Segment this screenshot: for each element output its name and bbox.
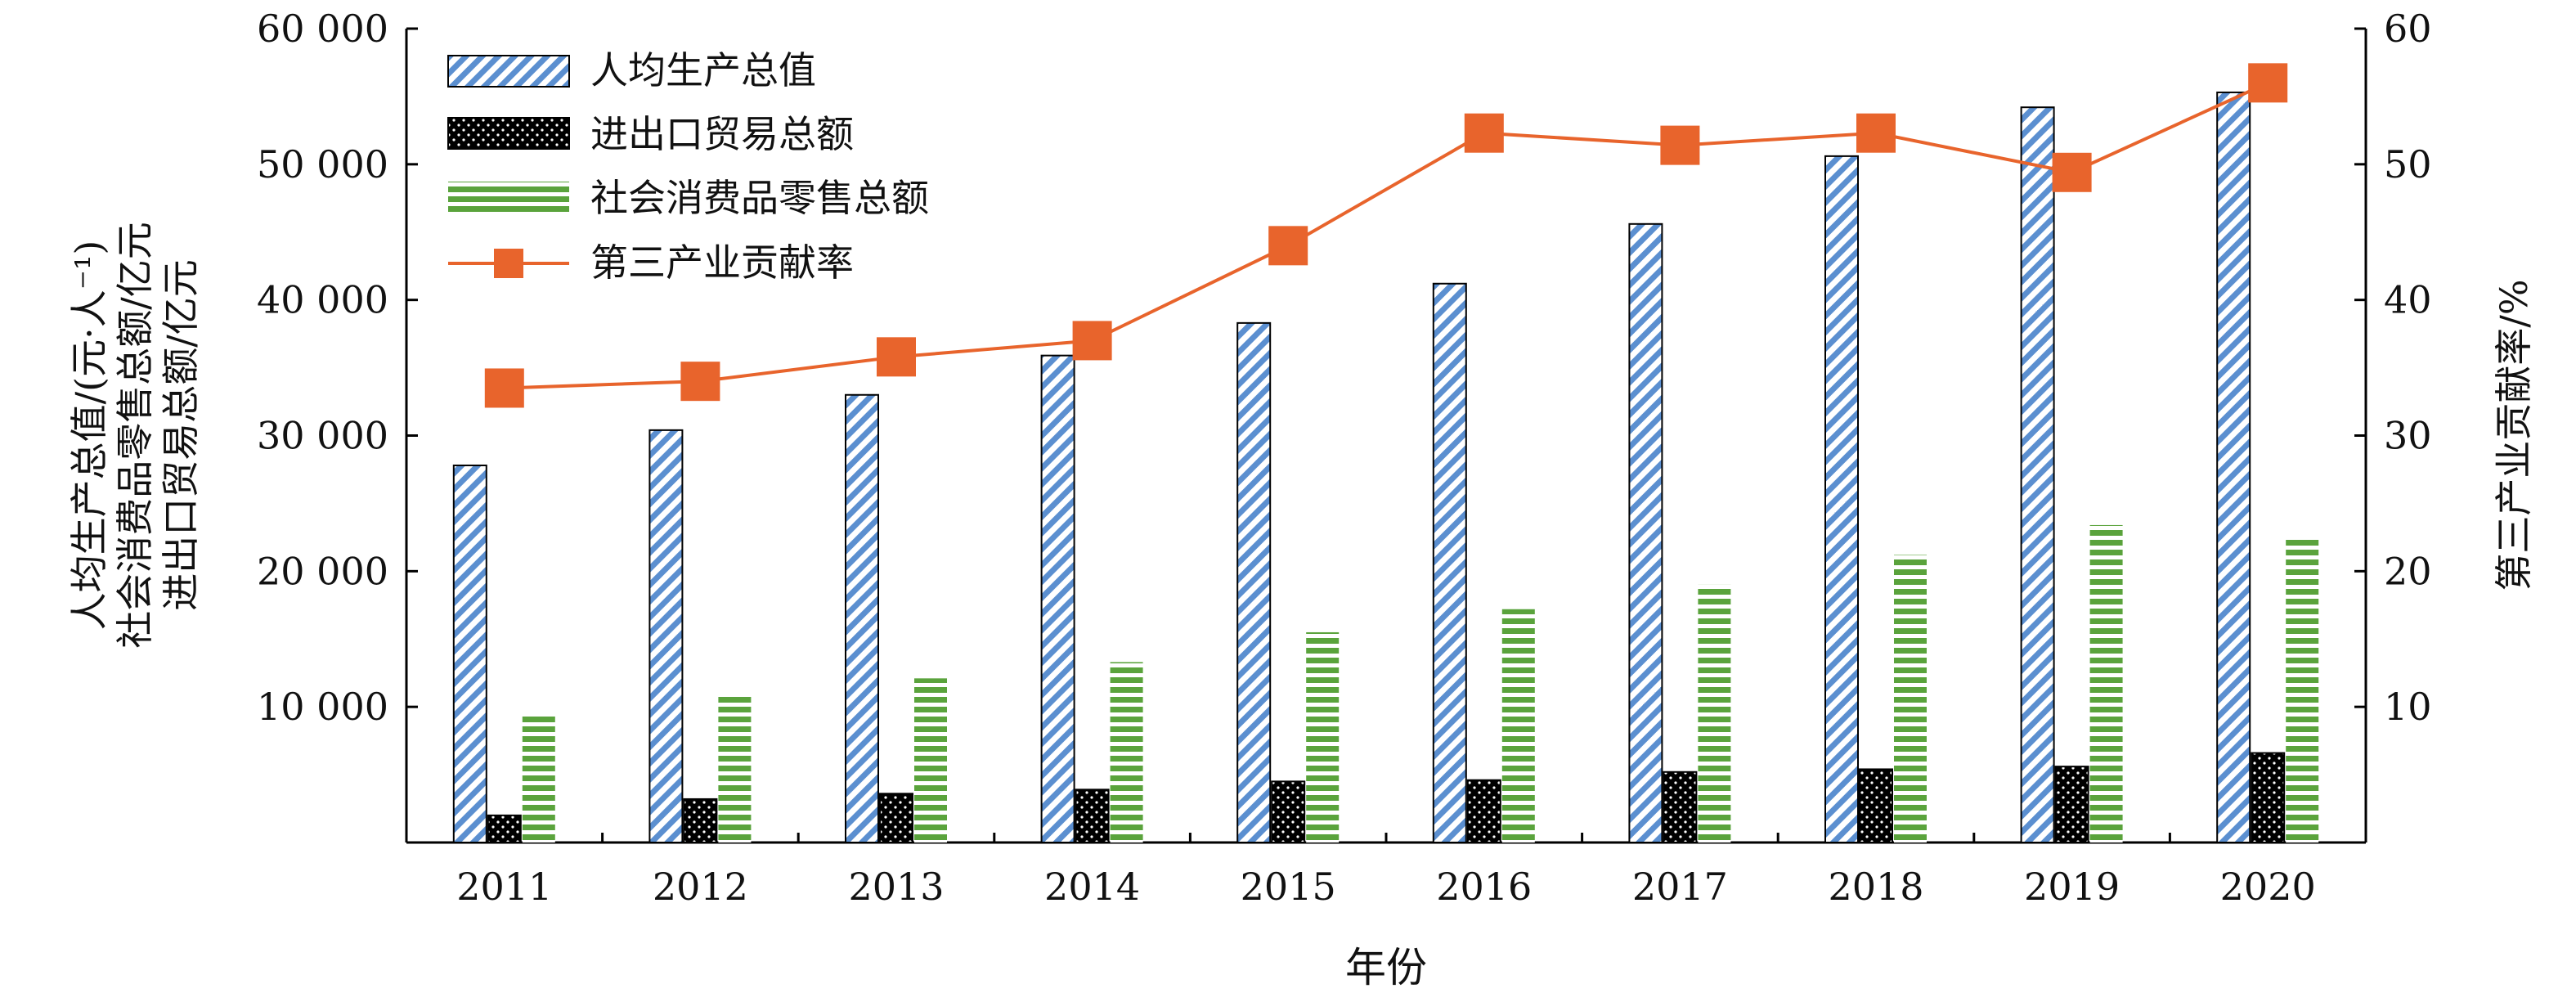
point-tertiary-contribution <box>680 362 720 402</box>
legend: 人均生产总值 进出口贸易总额 社会消费品零售总额 第三产业贡献率 <box>447 48 929 285</box>
legend-item-trade-total: 进出口贸易总额 <box>447 112 854 156</box>
right-axis-title: 第三产业贡献率/% <box>2492 279 2536 591</box>
x-tick-label: 2013 <box>848 865 944 909</box>
bar-gdp-per-capita <box>1432 282 1467 843</box>
bar-trade-total <box>487 814 522 843</box>
bar-retail-total <box>522 715 555 842</box>
left-axis-title-line-3: 进出口贸易总额/亿元 <box>159 259 203 611</box>
bar-gdp-per-capita <box>452 464 487 843</box>
legend-item-tertiary-contribution: 第三产业贡献率 <box>448 240 854 285</box>
x-tick-label: 2017 <box>1632 865 1728 909</box>
point-tertiary-contribution <box>877 337 916 377</box>
legend-label-tertiary-contribution: 第三产业贡献率 <box>590 240 854 285</box>
bar-trade-total <box>1075 789 1110 844</box>
bar-trade-total <box>1271 780 1306 843</box>
x-tick-label: 2014 <box>1044 865 1140 909</box>
right-tick-label: 30 <box>2384 414 2432 458</box>
bar-gdp-per-capita <box>1628 222 1663 843</box>
point-tertiary-contribution <box>2052 152 2092 192</box>
legend-label-trade-total: 进出口贸易总额 <box>590 112 854 156</box>
point-tertiary-contribution <box>2248 63 2288 103</box>
right-tick-label: 60 <box>2384 7 2432 51</box>
legend-label-retail-total: 社会消费品零售总额 <box>590 176 929 220</box>
x-tick-label: 2011 <box>456 865 552 909</box>
bar-trade-total <box>879 793 913 843</box>
bar-gdp-per-capita <box>845 393 879 843</box>
legend-marker-tertiary-contribution <box>494 249 523 278</box>
legend-label-gdp-per-capita: 人均生产总值 <box>590 48 816 92</box>
point-tertiary-contribution <box>1660 125 1700 165</box>
legend-item-retail-total: 社会消费品零售总额 <box>448 176 929 220</box>
legend-swatch-trade-total <box>447 117 570 150</box>
bar-gdp-per-capita <box>648 429 684 843</box>
legend-swatch-gdp-per-capita <box>447 55 570 88</box>
left-axis-title-line-1: 人均生产总值/(元·人⁻¹) <box>67 240 111 631</box>
x-tick-label: 2019 <box>2024 865 2120 909</box>
bar-retail-total <box>1501 609 1535 842</box>
line-tertiary-contribution <box>504 81 2269 390</box>
bar-gdp-per-capita <box>2020 106 2055 843</box>
left-tick-label: 50 000 <box>257 142 388 186</box>
point-tertiary-contribution <box>1268 226 1308 266</box>
left-tick-label: 30 000 <box>257 414 388 458</box>
legend-swatch-retail-total <box>448 182 569 213</box>
left-tick-label: 60 000 <box>257 7 388 51</box>
bar-retail-total <box>1306 631 1340 842</box>
bar-gdp-per-capita <box>2216 91 2251 844</box>
bar-retail-total <box>718 695 752 842</box>
legend-item-gdp-per-capita: 人均生产总值 <box>447 48 816 92</box>
bar-trade-total <box>2251 752 2286 843</box>
left-tick-label: 40 000 <box>257 278 388 322</box>
bars-layer <box>452 91 2319 844</box>
bar-gdp-per-capita <box>1824 155 1859 843</box>
bar-trade-total <box>1859 768 1893 844</box>
x-tick-label: 2015 <box>1241 865 1336 909</box>
line-layer <box>484 63 2288 408</box>
bar-retail-total <box>2089 524 2123 842</box>
right-tick-label: 40 <box>2384 278 2432 322</box>
x-tick-label: 2012 <box>653 865 748 909</box>
bar-retail-total <box>1698 584 1731 842</box>
point-tertiary-contribution <box>1072 321 1112 361</box>
bar-trade-total <box>2054 766 2089 844</box>
x-tick-label: 2020 <box>2220 865 2316 909</box>
point-tertiary-contribution <box>484 368 524 408</box>
point-tertiary-contribution <box>1464 113 1504 153</box>
right-tick-label: 20 <box>2384 549 2432 593</box>
right-tick-label: 50 <box>2384 142 2432 186</box>
point-tertiary-contribution <box>1856 113 1896 153</box>
bar-trade-total <box>683 798 718 844</box>
bar-retail-total <box>914 678 947 842</box>
bar-retail-total <box>1894 555 1927 842</box>
left-tick-label: 20 000 <box>257 549 388 593</box>
left-axis-ticks: 10 000 20 000 30 000 40 000 50 000 60 000 <box>257 7 418 729</box>
left-axis-title-line-2: 社会消费品零售总额/亿元 <box>113 222 157 649</box>
bar-trade-total <box>1663 771 1698 843</box>
right-tick-label: 10 <box>2384 685 2432 729</box>
bar-retail-total <box>1110 662 1143 842</box>
x-axis-ticks: 2011 2012 2013 2014 2015 2016 2017 2018 2019 2020 <box>405 833 2367 909</box>
bar-retail-total <box>2286 538 2319 842</box>
bar-trade-total <box>1466 779 1501 844</box>
x-tick-label: 2018 <box>1828 865 1923 909</box>
bar-gdp-per-capita <box>1040 354 1075 843</box>
right-axis-ticks: 10 20 30 40 50 60 <box>2354 7 2432 729</box>
left-axis-title: 人均生产总值/(元·人⁻¹) 社会消费品零售总额/亿元 进出口贸易总额/亿元 <box>67 222 203 649</box>
bar-gdp-per-capita <box>1236 321 1272 843</box>
x-tick-label: 2016 <box>1436 865 1532 909</box>
x-axis-title: 年份 <box>1345 944 1427 989</box>
left-tick-label: 10 000 <box>257 685 388 729</box>
